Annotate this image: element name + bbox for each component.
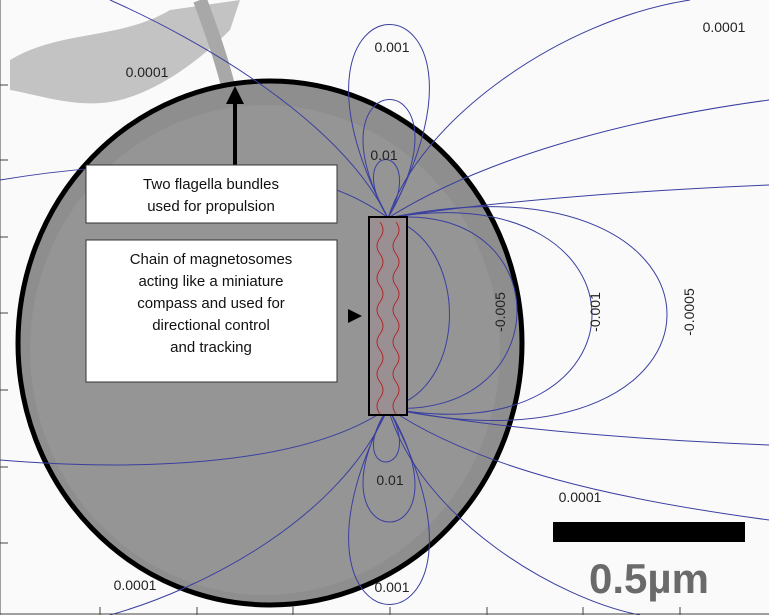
annotation-text: compass and used for xyxy=(137,295,285,312)
annotation-text: acting like a miniature xyxy=(138,273,283,290)
magnetosome-box xyxy=(369,217,407,415)
contour-label: 0.0001 xyxy=(559,489,602,505)
scale-bar xyxy=(553,522,745,542)
annotation-text: and tracking xyxy=(170,339,252,356)
contour-label: 0.01 xyxy=(370,147,397,163)
scale-bar-label: 0.5µm xyxy=(589,555,709,602)
contour-label: 0.001 xyxy=(374,579,409,595)
contour-label: 0.0001 xyxy=(703,19,746,35)
contour-label: -0.001 xyxy=(587,292,603,332)
annotation-text: Chain of magnetosomes xyxy=(130,251,293,268)
contour-label: 0.001 xyxy=(374,39,409,55)
annotation-text: Two flagella bundles xyxy=(143,176,279,193)
contour-label: 0.01 xyxy=(376,472,403,488)
annotation-text: directional control xyxy=(152,317,270,334)
figure: 0.001 0.0001 0.0001 0.01 0.01 0.0001 0.0… xyxy=(0,0,769,615)
contour-label: 0.0001 xyxy=(126,64,169,80)
contour-label: -0.0005 xyxy=(681,288,697,336)
contour-label: 0.0001 xyxy=(114,577,157,593)
contour-label: -0.005 xyxy=(492,292,508,332)
annotation-text: used for propulsion xyxy=(147,198,275,215)
